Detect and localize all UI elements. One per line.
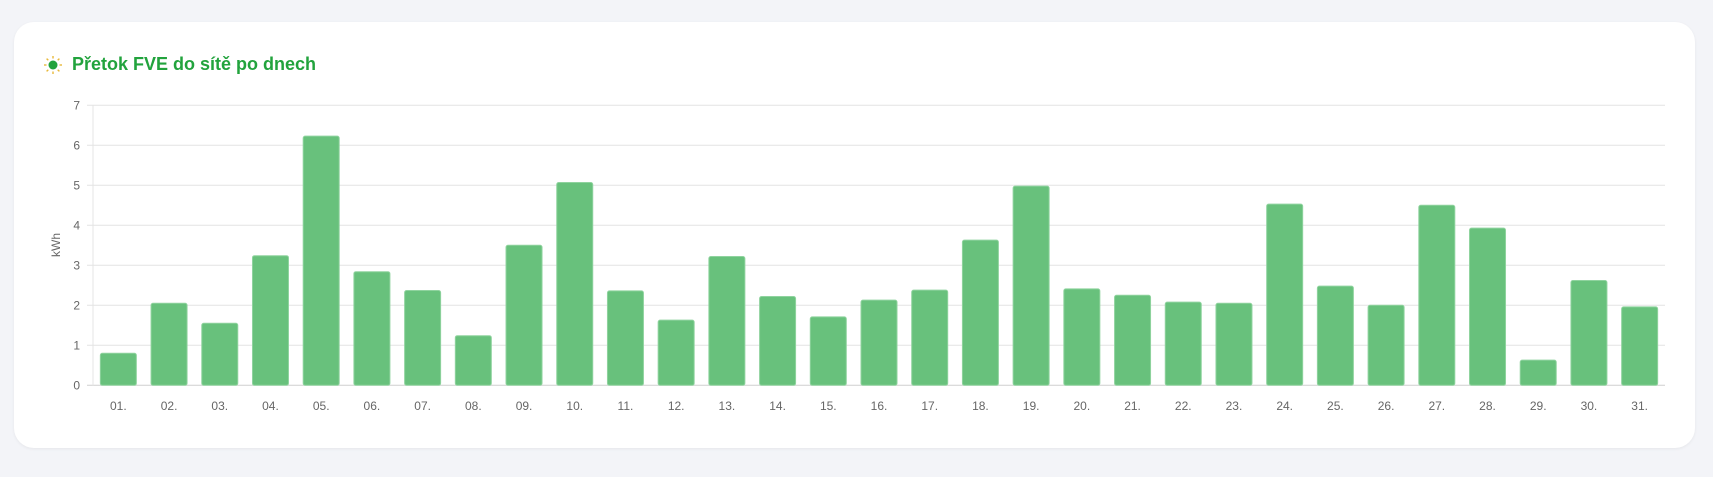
x-tick-label: 12. bbox=[668, 399, 685, 413]
bar-day-05[interactable] bbox=[302, 135, 340, 386]
bar-day-10[interactable] bbox=[556, 182, 594, 386]
x-tick-label: 11. bbox=[618, 399, 634, 413]
bar-day-08[interactable] bbox=[454, 335, 492, 386]
x-tick-label: 18. bbox=[972, 399, 989, 413]
x-tick-label: 23. bbox=[1226, 399, 1243, 413]
bar-day-11[interactable] bbox=[606, 290, 644, 386]
sun-icon bbox=[44, 55, 62, 74]
x-tick-label: 08. bbox=[465, 399, 482, 413]
bar-day-16[interactable] bbox=[860, 299, 898, 386]
bar-day-14[interactable] bbox=[759, 296, 797, 386]
bar-day-07[interactable] bbox=[404, 290, 442, 386]
y-tick-label: 2 bbox=[73, 298, 80, 312]
bar-day-23[interactable] bbox=[1215, 302, 1253, 386]
bar-day-17[interactable] bbox=[911, 289, 949, 386]
bar-day-15[interactable] bbox=[809, 316, 847, 386]
x-tick-label: 31. bbox=[1631, 399, 1648, 413]
bar-day-03[interactable] bbox=[201, 322, 239, 386]
y-tick-label: 7 bbox=[73, 98, 80, 112]
bar-day-02[interactable] bbox=[150, 302, 188, 386]
x-tick-label: 24. bbox=[1276, 399, 1293, 413]
x-tick-label: 29. bbox=[1530, 399, 1547, 413]
bar-day-01[interactable] bbox=[99, 352, 137, 386]
y-tick-label: 5 bbox=[73, 178, 80, 192]
x-tick-label: 27. bbox=[1428, 399, 1445, 413]
x-tick-label: 04. bbox=[262, 399, 279, 413]
y-axis-label: kWh bbox=[49, 233, 63, 257]
y-tick-label: 3 bbox=[73, 258, 80, 272]
y-tick-label: 4 bbox=[73, 218, 80, 232]
x-tick-label: 03. bbox=[211, 399, 228, 413]
bar-day-22[interactable] bbox=[1164, 301, 1202, 386]
bar-day-21[interactable] bbox=[1114, 294, 1152, 386]
x-tick-label: 10. bbox=[566, 399, 583, 413]
x-tick-label: 21. bbox=[1124, 399, 1141, 413]
x-tick-label: 07. bbox=[414, 399, 431, 413]
bar-day-28[interactable] bbox=[1469, 227, 1507, 386]
x-tick-label: 22. bbox=[1175, 399, 1192, 413]
x-tick-label: 17. bbox=[921, 399, 938, 413]
x-tick-label: 28. bbox=[1479, 399, 1496, 413]
bar-day-27[interactable] bbox=[1418, 204, 1456, 386]
y-tick-label: 0 bbox=[73, 378, 80, 392]
bar-day-25[interactable] bbox=[1316, 285, 1354, 386]
bar-day-06[interactable] bbox=[353, 271, 391, 386]
x-tick-label: 09. bbox=[516, 399, 533, 413]
x-tick-label: 26. bbox=[1378, 399, 1395, 413]
chart-header: Přetok FVE do sítě po dnech bbox=[44, 54, 316, 75]
x-tick-label: 06. bbox=[364, 399, 381, 413]
x-tick-label: 16. bbox=[871, 399, 888, 413]
x-tick-label: 02. bbox=[161, 399, 178, 413]
bar-day-29[interactable] bbox=[1519, 359, 1557, 386]
bar-day-04[interactable] bbox=[251, 255, 289, 386]
x-tick-label: 05. bbox=[313, 399, 330, 413]
chart-card bbox=[14, 22, 1695, 448]
bar-day-20[interactable] bbox=[1063, 288, 1101, 386]
bar-day-12[interactable] bbox=[657, 319, 695, 386]
x-tick-label: 20. bbox=[1073, 399, 1090, 413]
x-tick-label: 30. bbox=[1581, 399, 1598, 413]
bar-day-09[interactable] bbox=[505, 244, 543, 386]
x-tick-label: 14. bbox=[769, 399, 786, 413]
bar-day-30[interactable] bbox=[1570, 280, 1608, 386]
x-tick-label: 01. bbox=[110, 399, 127, 413]
chart-title: Přetok FVE do sítě po dnech bbox=[72, 54, 317, 74]
bar-day-24[interactable] bbox=[1266, 203, 1304, 386]
bar-day-19[interactable] bbox=[1012, 185, 1050, 386]
x-tick-label: 13. bbox=[719, 399, 736, 413]
y-tick-label: 6 bbox=[73, 138, 80, 152]
x-tick-label: 19. bbox=[1023, 399, 1040, 413]
y-tick-label: 1 bbox=[73, 338, 80, 352]
x-tick-label: 25. bbox=[1327, 399, 1344, 413]
bar-day-13[interactable] bbox=[708, 256, 746, 386]
bar-day-18[interactable] bbox=[961, 239, 999, 386]
x-tick-label: 15. bbox=[820, 399, 837, 413]
bar-day-31[interactable] bbox=[1621, 306, 1659, 386]
bar-day-26[interactable] bbox=[1367, 304, 1405, 386]
